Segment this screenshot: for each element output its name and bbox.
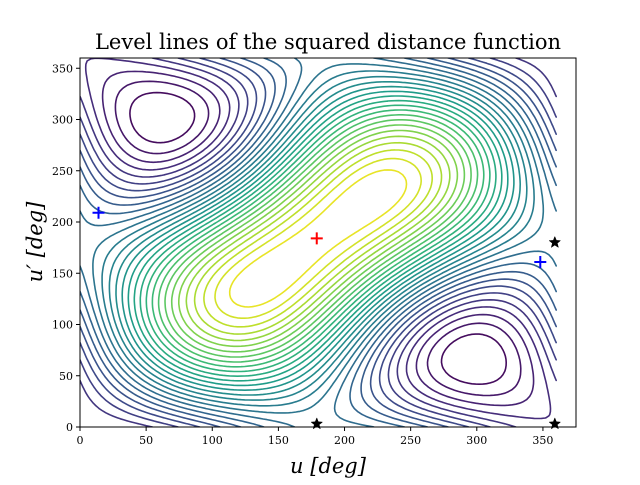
contour-level-line — [228, 169, 408, 308]
x-tick-label: 350 — [532, 434, 553, 447]
x-tick-label: 100 — [202, 434, 223, 447]
contour-level-line — [101, 70, 535, 407]
y-tick-label: 150 — [52, 267, 73, 280]
contour-level-line — [170, 124, 466, 353]
contour-level-line — [133, 95, 503, 382]
contour-level-line — [80, 58, 557, 427]
contour-lines — [80, 58, 557, 427]
y-tick-label: 100 — [52, 319, 73, 332]
y-tick-label: 0 — [66, 421, 73, 434]
contour-level-line — [80, 58, 557, 427]
marker-red-plus — [310, 232, 323, 245]
contour-level-line — [164, 119, 472, 358]
contour-level-line — [84, 58, 552, 420]
contour-level-line — [101, 70, 535, 407]
plot-frame — [79, 57, 577, 428]
contour-level-line — [193, 141, 443, 335]
x-axis-ticks: 0 50 100 150 200 250 300 350 — [77, 427, 553, 447]
y-axis-title: u′ [deg] — [23, 201, 47, 282]
contour-level-line — [151, 109, 485, 368]
y-axis-ticks: 0 50 100 150 200 250 300 350 — [52, 62, 80, 434]
y-tick-label: 300 — [52, 114, 73, 127]
marker-blue-plus-left — [92, 206, 105, 219]
x-tick-label: 50 — [139, 434, 153, 447]
contour-level-line — [80, 58, 557, 427]
marker-black-star — [548, 417, 562, 430]
y-tick-label: 350 — [52, 62, 73, 75]
markers — [92, 206, 562, 430]
x-tick-label: 0 — [77, 434, 84, 447]
contour-level-line — [108, 75, 528, 401]
contour-level-line — [145, 104, 491, 373]
x-tick-label: 200 — [334, 434, 355, 447]
x-tick-label: 300 — [466, 434, 487, 447]
contour-level-line — [139, 99, 497, 377]
contour-level-line — [80, 58, 557, 427]
contour-level-line — [178, 129, 459, 348]
contour-level-line — [115, 81, 521, 396]
contour-level-line — [114, 80, 522, 397]
x-tick-label: 250 — [400, 434, 421, 447]
marker-black-star — [310, 417, 324, 430]
chart-title: Level lines of the squared distance func… — [95, 30, 561, 54]
contour-level-line — [121, 85, 515, 391]
contour-level-line — [92, 63, 545, 414]
contour-level-line — [157, 114, 479, 363]
y-tick-label: 200 — [52, 216, 73, 229]
contour-level-line — [214, 157, 422, 319]
x-axis-title: u [deg] — [290, 454, 367, 478]
marker-blue-plus-right — [534, 255, 547, 268]
contour-level-line — [185, 135, 451, 342]
contour-level-line — [80, 58, 557, 427]
contour-level-line — [127, 90, 509, 387]
contour-level-line — [203, 149, 433, 328]
marker-black-star — [548, 235, 562, 248]
y-tick-label: 250 — [52, 165, 73, 178]
contour-level-line — [129, 91, 507, 385]
contour-level-line — [80, 58, 557, 427]
y-tick-label: 50 — [59, 370, 73, 383]
contour-level-line — [80, 58, 557, 427]
x-tick-label: 150 — [268, 434, 289, 447]
